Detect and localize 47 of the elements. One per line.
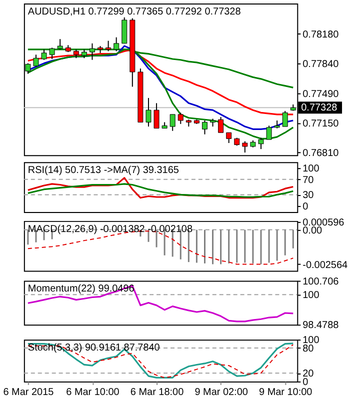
chart-title: RSI(14) 50.7513 ->MA(7) 39.3165 (28, 165, 180, 176)
ref-line-label: 0.77328 (301, 102, 338, 114)
y-tick-label: -0.002564 (302, 260, 348, 271)
candlestick (154, 102, 160, 129)
x-tick-label: 9 Mar 10:00 (258, 386, 313, 398)
line-series (27, 177, 294, 199)
candlestick (266, 125, 272, 140)
line-series (27, 285, 294, 322)
y-tick-label: 100.706 (302, 276, 340, 288)
candlestick (49, 47, 55, 60)
y-tick-label: 0.77150 (302, 118, 340, 130)
x-tick-label: 9 Mar 02:00 (194, 386, 248, 398)
y-tick-label: 80 (302, 343, 314, 354)
x-tick-label: 6 Mar 10:00 (66, 386, 120, 398)
chart-title: AUDUSD,H1 0.77299 0.77365 0.77292 0.77328 (28, 6, 242, 18)
candlestick (226, 132, 232, 144)
candlestick (57, 38, 63, 50)
candlestick (114, 36, 120, 52)
y-tick-label: 0.00 (302, 225, 322, 236)
candlestick (146, 97, 152, 128)
y-tick-label: 30 (302, 190, 314, 202)
line-series (27, 183, 294, 198)
x-tick-label: 6 Mar 18:00 (130, 386, 184, 398)
candlestick (89, 42, 95, 60)
candlestick (41, 48, 47, 60)
y-tick-label: 0 (302, 202, 309, 213)
candlestick (33, 54, 39, 68)
y-tick-label: 0.78180 (302, 29, 340, 40)
candlestick (202, 120, 208, 135)
y-tick-label: 100 (302, 163, 320, 174)
candlestick (122, 16, 128, 44)
y-tick-label: 0.77840 (302, 58, 340, 70)
y-tick-label: 70 (302, 174, 314, 186)
y-tick-label: 100 (302, 290, 320, 302)
candlestick (282, 110, 288, 128)
candlestick (218, 116, 224, 134)
y-tick-label: 0 (302, 376, 309, 388)
candlestick (242, 140, 248, 154)
candlestick (178, 112, 184, 124)
chart-title: MACD(12,26,9) -0.001382 -0.002108 (28, 224, 193, 235)
candlestick (258, 137, 264, 150)
y-tick-label: 0.76810 (302, 148, 340, 160)
x-tick-label: 6 Mar 2015 (3, 386, 54, 398)
y-tick-label: 0.77490 (302, 89, 340, 100)
y-tick-label: 98.4788 (302, 320, 340, 332)
candlestick (170, 114, 176, 132)
candlestick (106, 40, 112, 52)
